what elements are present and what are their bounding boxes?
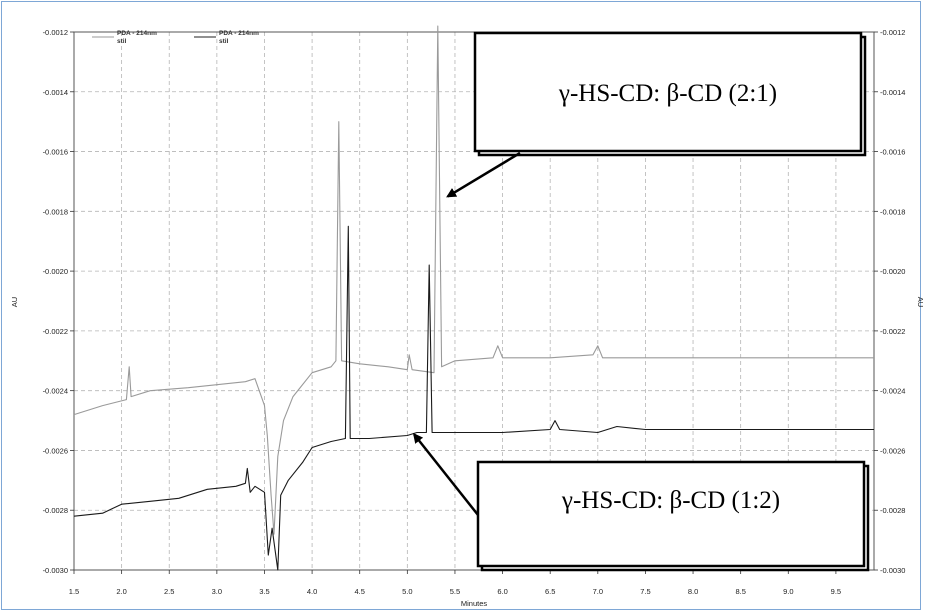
y-axis-title-left: AU — [10, 297, 19, 307]
x-tick-label: 7.0 — [593, 587, 603, 596]
x-tick-label: 6.0 — [497, 587, 507, 596]
x-tick-label: 8.0 — [688, 587, 698, 596]
y-tick-label-right: -0.0028 — [880, 506, 905, 515]
y-tick-label-right: -0.0024 — [880, 387, 905, 396]
x-tick-label: 4.5 — [354, 587, 364, 596]
annotation-callout-top: γ-HS-CD: β-CD (2:1) — [446, 31, 867, 198]
x-tick-label: 6.5 — [545, 587, 555, 596]
x-tick-label: 3.5 — [259, 587, 269, 596]
legend-sublabel-2: stil — [219, 38, 229, 45]
y-tick-label-left: -0.0016 — [43, 148, 68, 157]
y-tick-label-left: -0.0030 — [43, 566, 68, 575]
y-tick-label-right: -0.0022 — [880, 327, 905, 336]
callout-box-top-shadow — [473, 31, 863, 153]
y-tick-label-right: -0.0014 — [880, 88, 905, 97]
series-layer — [73, 25, 874, 571]
legend: PDA - 214nm stil PDA - 214nm stil — [92, 30, 259, 45]
y-tick-label-right: -0.0020 — [880, 267, 905, 276]
x-axis-title: Minutes — [461, 599, 488, 608]
series-line-2 — [73, 225, 874, 571]
y-tick-label-right: -0.0016 — [880, 148, 905, 157]
x-tick-label: 4.0 — [307, 587, 317, 596]
y-tick-label-right: -0.0026 — [880, 446, 905, 455]
legend-sublabel-1: stil — [117, 38, 127, 45]
legend-label-1: PDA - 214nm — [117, 30, 157, 37]
y-tick-label-left: -0.0026 — [43, 446, 68, 455]
y-axis-title-right: AU — [916, 297, 925, 307]
y-tick-label-left: -0.0028 — [43, 506, 68, 515]
callout-box-bottom-shadow — [476, 460, 866, 568]
annotation-callout-bottom: γ-HS-CD: β-CD (1:2) — [412, 432, 870, 572]
x-tick-label: 2.0 — [116, 587, 126, 596]
y-tick-label-left: -0.0018 — [43, 207, 68, 216]
x-tick-label: 3.0 — [212, 587, 222, 596]
y-tick-label-left: -0.0020 — [43, 267, 68, 276]
x-tick-label: 5.0 — [402, 587, 412, 596]
y-tick-label-left: -0.0014 — [43, 88, 68, 97]
x-tick-label: 9.0 — [783, 587, 793, 596]
y-axis-ticks-left: -0.0012 -0.0014 -0.0016 -0.0018 -0.0020 -0.00… — [43, 28, 74, 575]
x-tick-label: 1.5 — [69, 587, 79, 596]
x-tick-label: 9.5 — [831, 587, 841, 596]
x-tick-label: 7.5 — [640, 587, 650, 596]
y-tick-label-left: -0.0012 — [43, 28, 68, 37]
y-tick-label-left: -0.0022 — [43, 327, 68, 336]
x-tick-label: 2.5 — [164, 587, 174, 596]
legend-label-2: PDA - 214nm — [219, 30, 259, 37]
x-axis-ticks: 1.5 2.0 2.5 3.0 3.5 4.0 4.5 5.0 5.5 6.0 6.5 7.0 7.5 8… — [69, 570, 841, 596]
y-axis-ticks-right: -0.0012 -0.0014 -0.0016 -0.0018 -0.0020 -0.00… — [874, 28, 905, 575]
series-line-1 — [73, 25, 874, 535]
x-tick-label: 8.5 — [735, 587, 745, 596]
y-tick-label-left: -0.0024 — [43, 387, 68, 396]
callout-label-bottom: γ-HS-CD: β-CD (1:2) — [561, 487, 780, 514]
y-tick-label-right: -0.0018 — [880, 207, 905, 216]
callout-arrow-top — [446, 151, 521, 198]
y-tick-label-right: -0.0012 — [880, 28, 905, 37]
x-tick-label: 5.5 — [450, 587, 460, 596]
y-tick-label-right: -0.0030 — [880, 566, 905, 575]
callout-label-top: γ-HS-CD: β-CD (2:1) — [558, 80, 777, 107]
callout-arrow-bottom — [412, 432, 479, 516]
